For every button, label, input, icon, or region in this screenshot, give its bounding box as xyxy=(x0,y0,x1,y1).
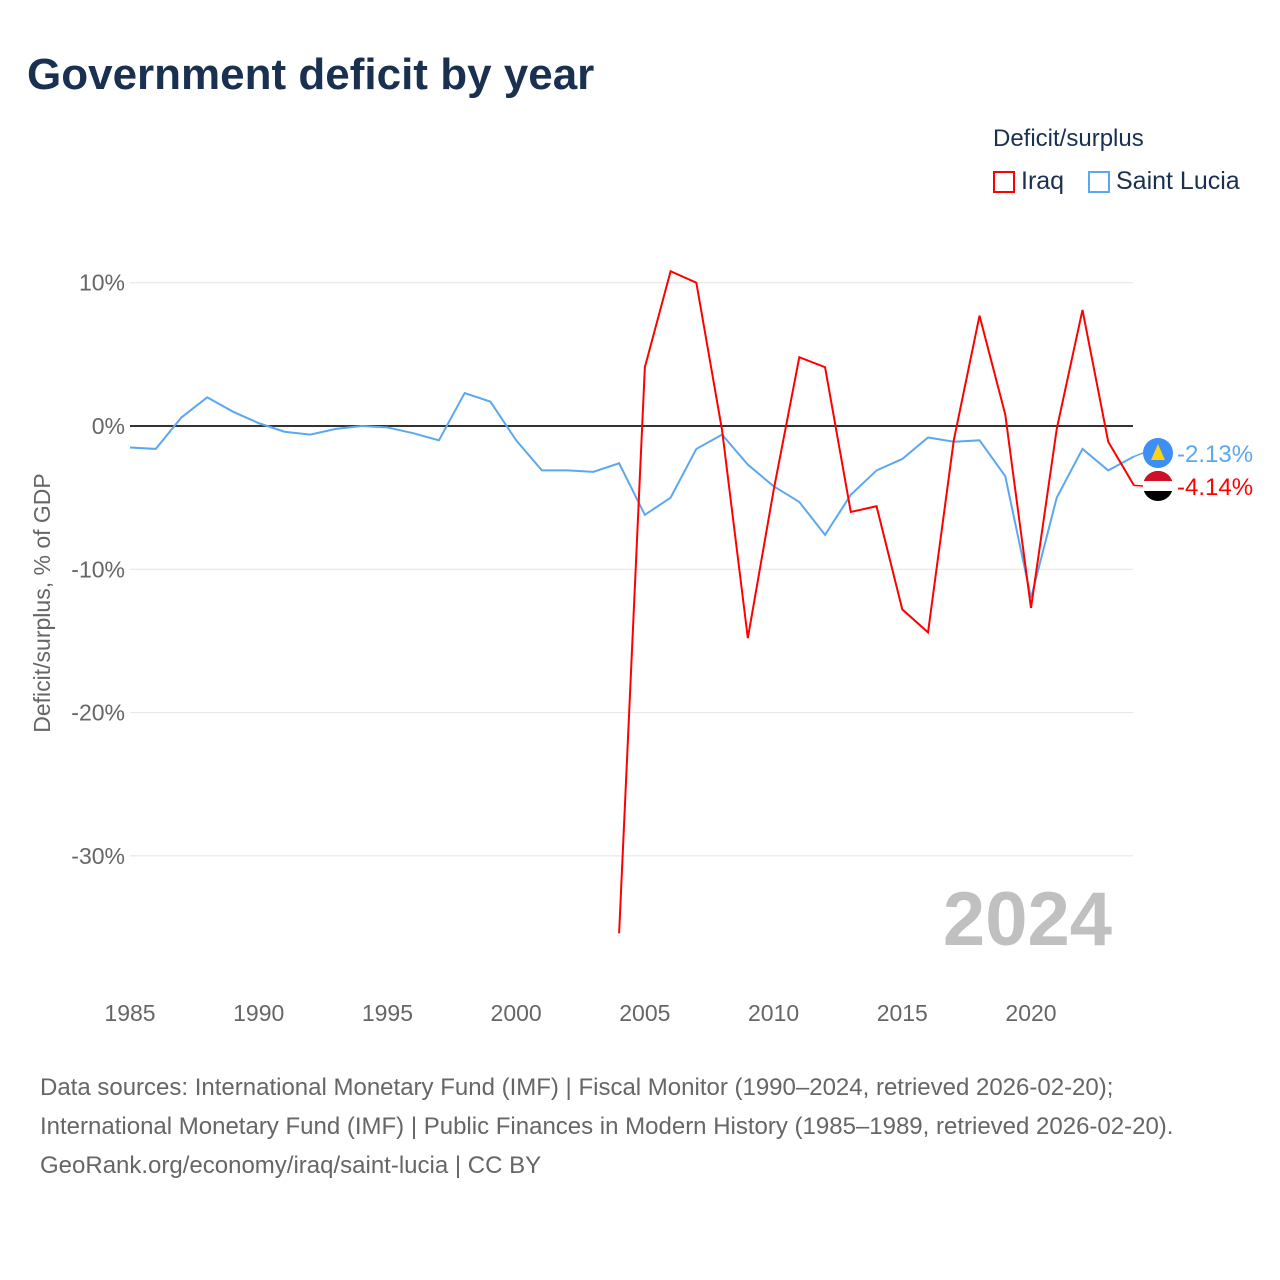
series-line-saint-lucia xyxy=(129,391,1135,599)
footer: Data sources: International Monetary Fun… xyxy=(40,1068,1240,1185)
x-tick-label: 1995 xyxy=(362,1000,413,1026)
y-tick-label: -10% xyxy=(71,556,125,582)
legend-label: Saint Lucia xyxy=(1116,167,1240,195)
y-axis-title: Deficit/surplus, % of GDP xyxy=(29,473,55,732)
x-tick-label: 1990 xyxy=(233,1000,284,1026)
x-tick-label: 2020 xyxy=(1005,1000,1056,1026)
legend-item-iraq[interactable]: Iraq xyxy=(993,167,1064,196)
iraq-flag-white xyxy=(1143,481,1173,491)
legend-swatch xyxy=(993,170,1015,193)
iraq-flag-red xyxy=(1143,471,1173,486)
line-chart: 2024 10% 0% -10% -20% -30% 1985 1990 1995 2000 20… xyxy=(29,269,1253,1026)
label-connector xyxy=(1133,484,1144,487)
page-title: Government deficit by year xyxy=(27,50,595,99)
label-connector xyxy=(1133,452,1144,458)
x-tick-label: 2010 xyxy=(748,1000,799,1026)
x-tick-label: 2015 xyxy=(877,1000,928,1026)
series-line-iraq xyxy=(618,269,1135,934)
x-tick-label: 1985 xyxy=(104,1000,155,1026)
y-tick-label: -20% xyxy=(71,700,125,726)
end-value-label: -4.14% xyxy=(1177,474,1253,501)
legend-label: Iraq xyxy=(1021,167,1065,195)
x-tick-label: 2005 xyxy=(619,1000,670,1026)
legend-item-saint-lucia[interactable]: Saint Lucia xyxy=(1088,167,1240,196)
saint-lucia-flag-triangle xyxy=(1151,444,1165,460)
x-tick-label: 2000 xyxy=(491,1000,542,1026)
credit-link[interactable]: GeoRank.org/economy/iraq/saint-lucia | C… xyxy=(40,1152,542,1179)
legend-title: Deficit/surplus xyxy=(993,125,1144,152)
legend-swatch xyxy=(1088,170,1110,193)
data-sources: Data sources: International Monetary Fun… xyxy=(40,1074,1174,1140)
year-watermark: 2024 xyxy=(943,877,1112,962)
y-tick-label: 10% xyxy=(79,270,125,296)
y-tick-label: 0% xyxy=(92,413,125,439)
end-value-label: -2.13% xyxy=(1177,441,1253,468)
y-tick-label: -30% xyxy=(71,843,125,869)
